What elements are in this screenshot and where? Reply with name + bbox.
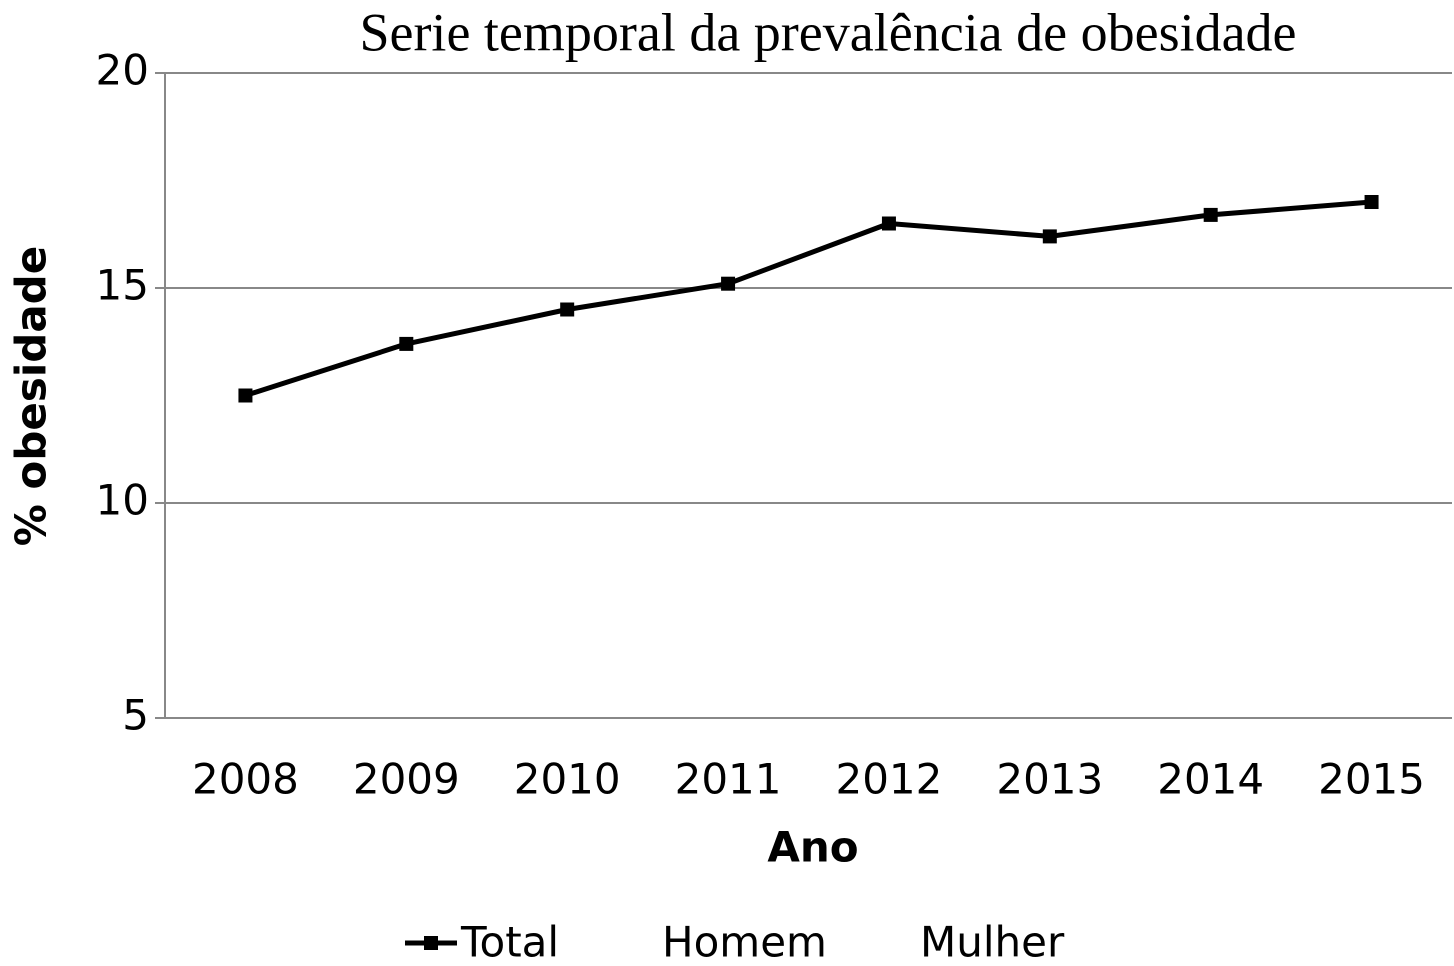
point-marker	[238, 388, 253, 403]
y-tick-label: 20	[96, 46, 149, 95]
point-marker	[721, 276, 736, 291]
x-tick-label: 2010	[514, 755, 621, 804]
y-tick-label: 5	[122, 691, 149, 740]
x-tick-label: 2012	[835, 755, 942, 804]
series-line	[244, 199, 1372, 398]
point-marker	[560, 302, 575, 317]
x-tick-label: 2014	[1157, 755, 1264, 804]
point-marker	[881, 216, 896, 231]
chart-title: Serie temporal da prevalência de obesida…	[359, 2, 1296, 62]
legend-label: Homem	[662, 918, 827, 966]
legend-label: Total	[460, 918, 559, 966]
x-tick-label: 2015	[1318, 755, 1425, 804]
y-tick-label: 10	[96, 476, 149, 525]
legend-marker	[424, 936, 438, 950]
point-marker	[399, 336, 414, 351]
point-marker	[1364, 195, 1379, 209]
x-tick-label: 2009	[353, 755, 460, 804]
y-tick-label: 15	[96, 261, 149, 310]
point-marker	[1042, 229, 1057, 244]
x-tick-label: 2011	[675, 755, 782, 804]
x-tick-label: 2013	[996, 755, 1103, 804]
legend-label: Mulher	[920, 918, 1065, 966]
point-marker	[1203, 207, 1218, 222]
x-tick-label: 2008	[192, 755, 299, 804]
y-axis-label: % obesidade	[7, 246, 56, 546]
x-axis-label: Ano	[767, 823, 858, 872]
